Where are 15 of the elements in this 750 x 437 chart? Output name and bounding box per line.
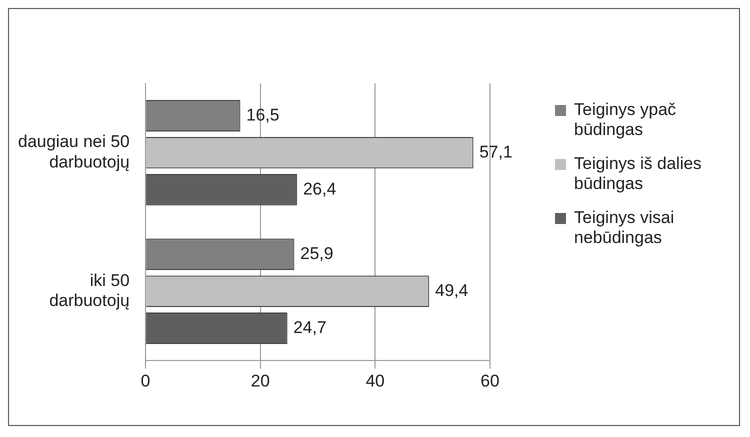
data-label: 24,7	[293, 318, 326, 337]
legend-label: Teiginys visai nebūdingas	[574, 208, 676, 248]
y-tick-label: daugiau nei 50 darbuotojų	[18, 132, 130, 172]
x-tick-label: 60	[480, 371, 500, 390]
data-label: 26,4	[303, 179, 336, 198]
y-tick-label: iki 50 darbuotojų	[49, 270, 130, 310]
data-label: 16,5	[246, 105, 280, 124]
legend-label: Teiginys iš dalies būdingas	[574, 154, 703, 194]
legend-label: Teiginys ypač būdingas	[574, 100, 678, 140]
x-tick-label: 20	[250, 371, 270, 390]
data-label: 25,9	[300, 244, 334, 264]
x-tick-label: 40	[366, 371, 385, 390]
x-tick-label: 0	[140, 371, 150, 390]
data-label: 57,1	[479, 142, 512, 162]
data-label: 49,4	[435, 280, 468, 300]
